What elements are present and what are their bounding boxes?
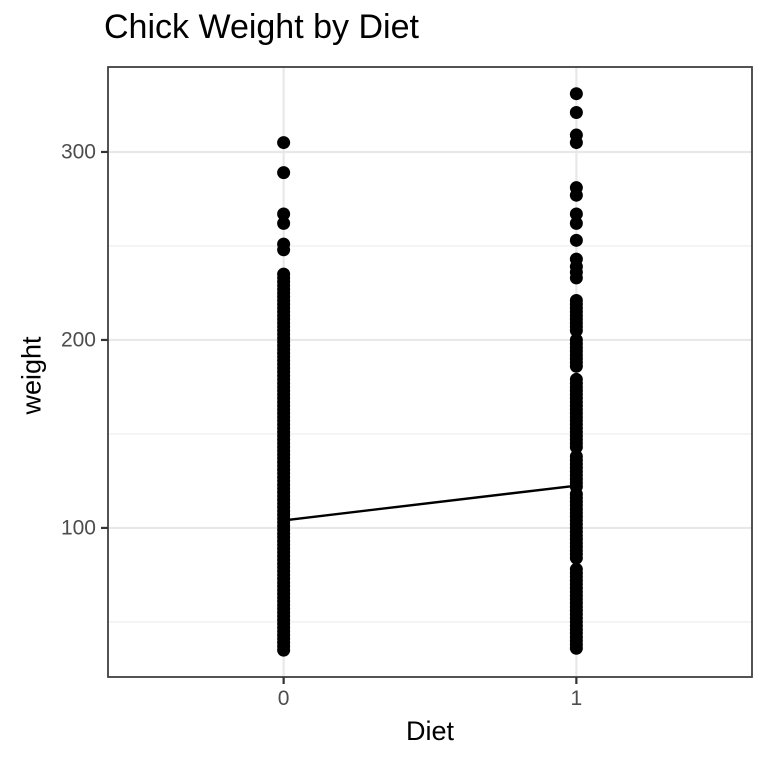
data-point [277,237,291,251]
data-point [569,128,583,142]
data-point [569,233,583,247]
panel-border [107,66,753,678]
data-point [569,562,583,576]
data-point [569,372,583,386]
data-point [569,207,583,221]
data-point [569,216,583,230]
data-point [569,333,583,347]
data-point [277,216,291,230]
data-point [569,181,583,195]
data-point [277,136,291,150]
data-point [569,252,583,266]
panel-background [108,67,752,677]
y-tick-label: 300 [61,140,96,163]
y-tick-label: 100 [61,516,96,539]
chart-title: Chick Weight by Diet [104,8,419,46]
data-point [277,207,291,221]
trend-line [283,484,577,522]
data-point [569,105,583,119]
x-axis-title: Diet [405,716,454,746]
y-axis-title: weight [16,336,47,415]
x-tick-label: 0 [278,687,290,710]
data-point [277,166,291,180]
y-tick-label: 200 [61,328,96,351]
data-point [569,449,583,463]
data-point [569,293,583,307]
data-point [277,267,291,281]
data-point [569,87,583,101]
x-tick-label: 1 [571,687,583,710]
